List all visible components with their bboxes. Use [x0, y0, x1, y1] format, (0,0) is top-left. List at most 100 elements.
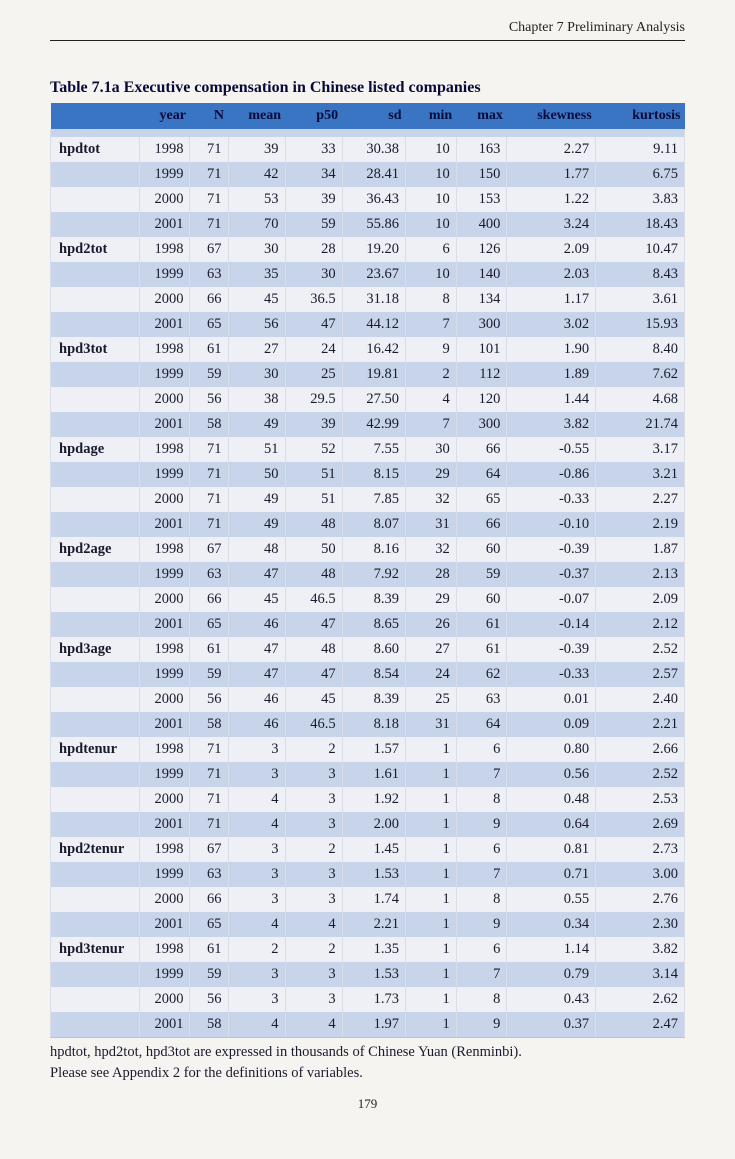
row-label	[51, 512, 140, 537]
cell: 1.87	[596, 537, 685, 562]
cell: 3	[285, 787, 342, 812]
cell: 1.57	[342, 737, 405, 762]
cell: 0.71	[507, 862, 596, 887]
table-row: 200165442.21190.342.30	[51, 912, 685, 937]
cell: -0.39	[507, 637, 596, 662]
cell: 2000	[139, 287, 190, 312]
cell: 28.41	[342, 162, 405, 187]
cell: 1999	[139, 962, 190, 987]
cell: 35	[228, 262, 285, 287]
cell: 1.35	[342, 937, 405, 962]
cell: 1	[405, 762, 456, 787]
cell: 27.50	[342, 387, 405, 412]
table-row: 199963353023.67101402.038.43	[51, 262, 685, 287]
cell: 8.65	[342, 612, 405, 637]
cell: 60	[456, 537, 507, 562]
cell: 1999	[139, 462, 190, 487]
cell: 140	[456, 262, 507, 287]
cell: 30	[405, 437, 456, 462]
cell: 46	[228, 612, 285, 637]
cell: 2000	[139, 587, 190, 612]
cell: 19.20	[342, 237, 405, 262]
cell: 62	[456, 662, 507, 687]
cell: 45	[228, 287, 285, 312]
table-row: 200171432.00190.642.69	[51, 812, 685, 837]
cell: 1998	[139, 837, 190, 862]
cell: 8.18	[342, 712, 405, 737]
cell: 6	[456, 837, 507, 862]
cell: -0.37	[507, 562, 596, 587]
cell: 8	[456, 887, 507, 912]
cell: 300	[456, 412, 507, 437]
cell: 30	[228, 237, 285, 262]
table-row: hpdtot199871393330.38101632.279.11	[51, 137, 685, 162]
cell: 28	[285, 237, 342, 262]
cell: 1.44	[507, 387, 596, 412]
cell: 1998	[139, 737, 190, 762]
row-label: hpd2tenur	[51, 837, 140, 862]
cell: 33	[285, 137, 342, 162]
cell: 4	[405, 387, 456, 412]
cell: 67	[190, 537, 228, 562]
cell: 29.5	[285, 387, 342, 412]
cell: 2.12	[596, 612, 685, 637]
cell: 23.67	[342, 262, 405, 287]
cell: 59	[190, 662, 228, 687]
cell: 56	[228, 312, 285, 337]
table-row: 19995947478.542462-0.332.57	[51, 662, 685, 687]
table-row: 2001584646.58.1831640.092.21	[51, 712, 685, 737]
cell: 56	[190, 987, 228, 1012]
cell: 2.47	[596, 1012, 685, 1038]
cell: 8.60	[342, 637, 405, 662]
cell: 36.5	[285, 287, 342, 312]
cell: 48	[285, 512, 342, 537]
cell: 1	[405, 787, 456, 812]
cell: 29	[405, 462, 456, 487]
cell: 71	[190, 487, 228, 512]
cell: 1	[405, 1012, 456, 1038]
cell: 4	[228, 1012, 285, 1038]
cell: 8.16	[342, 537, 405, 562]
cell: -0.07	[507, 587, 596, 612]
row-label	[51, 462, 140, 487]
cell: 1.45	[342, 837, 405, 862]
table-row: 20017149488.073166-0.102.19	[51, 512, 685, 537]
cell: 42	[228, 162, 285, 187]
cell: 67	[190, 237, 228, 262]
cell: 7.85	[342, 487, 405, 512]
cell: 1.61	[342, 762, 405, 787]
cell: 39	[285, 187, 342, 212]
cell: 44.12	[342, 312, 405, 337]
cell: 18.43	[596, 212, 685, 237]
row-label	[51, 487, 140, 512]
cell: 48	[285, 637, 342, 662]
cell: 30	[228, 362, 285, 387]
cell: 112	[456, 362, 507, 387]
cell: 3	[228, 962, 285, 987]
cell: 8.54	[342, 662, 405, 687]
cell: 66	[190, 587, 228, 612]
cell: 3.82	[507, 412, 596, 437]
cell: 3.14	[596, 962, 685, 987]
col-header: min	[405, 103, 456, 129]
row-label: hpdtot	[51, 137, 140, 162]
cell: 1999	[139, 562, 190, 587]
row-label	[51, 362, 140, 387]
cell: 2001	[139, 612, 190, 637]
table-row: 20007149517.853265-0.332.27	[51, 487, 685, 512]
cell: 50	[285, 537, 342, 562]
cell: 0.64	[507, 812, 596, 837]
cell: 1.89	[507, 362, 596, 387]
cell: 19.81	[342, 362, 405, 387]
cell: 2.73	[596, 837, 685, 862]
cell: 300	[456, 312, 507, 337]
cell: 1999	[139, 762, 190, 787]
cell: 65	[190, 912, 228, 937]
cell: 56	[190, 687, 228, 712]
cell: 71	[190, 787, 228, 812]
cell: 3.17	[596, 437, 685, 462]
cell: 71	[190, 812, 228, 837]
cell: 6	[456, 737, 507, 762]
cell: 64	[456, 712, 507, 737]
cell: 2.21	[596, 712, 685, 737]
